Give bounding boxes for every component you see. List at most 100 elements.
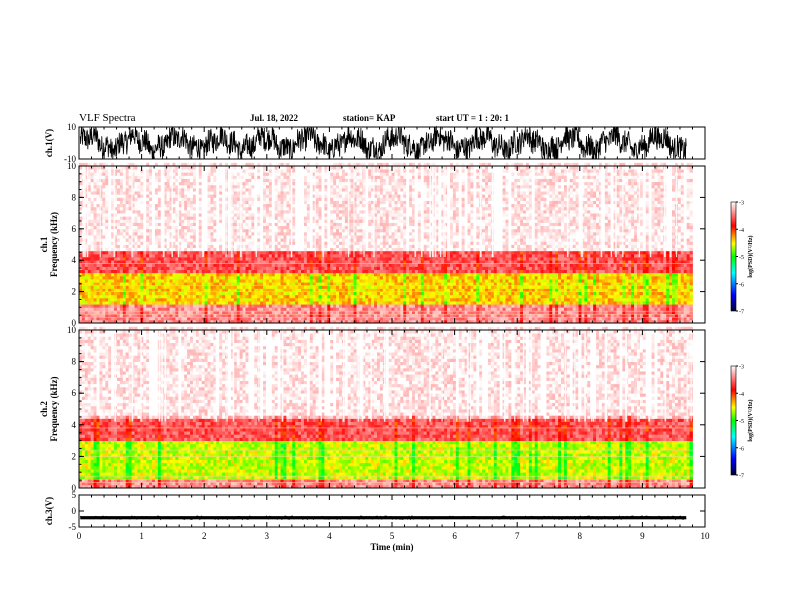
ch1-spectrogram-cell xyxy=(309,269,314,274)
ch1-spectrogram-cell xyxy=(125,297,130,302)
ch1-spectrogram-cell xyxy=(286,216,290,220)
ch1-spectrogram-cell xyxy=(122,175,127,179)
ch1-spectrogram-cell xyxy=(333,197,337,201)
ch1-spectrogram-cell xyxy=(309,291,314,296)
ch1-spectrogram-cell xyxy=(192,294,197,299)
ch1-spectrogram-cell xyxy=(225,231,229,236)
ch1-spectrogram-cell xyxy=(315,219,319,223)
ch1-spectrogram-cell xyxy=(134,275,138,280)
ch1-spectrogram-cell xyxy=(93,282,97,286)
ch1-spectrogram-cell xyxy=(190,288,194,292)
ch1-spectrogram-cell xyxy=(309,313,314,318)
ch1-spectrogram-cell xyxy=(152,194,156,198)
ch1-spectrogram-cell xyxy=(192,288,197,292)
ch1-spectrogram-cell xyxy=(114,178,118,183)
ch1-spectrogram-cell xyxy=(169,297,173,302)
ch1-spectrogram-cell xyxy=(236,301,241,305)
ch1-spectrogram-cell xyxy=(207,184,211,189)
ch1-spectrogram-cell xyxy=(198,222,203,227)
ch1-spectrogram-cell xyxy=(204,175,208,179)
ch1-spectrogram-cell xyxy=(315,279,319,283)
ch1-spectrogram-cell xyxy=(265,206,270,211)
ch1-spectrogram-cell xyxy=(84,316,89,321)
ch1-spectrogram-cell xyxy=(260,288,264,292)
ch1-spectrogram-cell xyxy=(125,172,130,176)
ch1-spectrogram-cell xyxy=(286,191,290,195)
ch1-spectrogram-cell xyxy=(178,297,182,302)
ch1-spectrogram-cell xyxy=(242,310,246,314)
ch1-spectrogram-cell xyxy=(207,197,211,201)
ch1-spectrogram-cell xyxy=(204,313,208,318)
ch1-spectrogram-cell xyxy=(257,184,261,189)
ch1-spectrogram-cell xyxy=(157,297,162,302)
ch1-spectrogram-cell xyxy=(93,225,97,230)
ch1-spectrogram-cell xyxy=(84,275,89,280)
ch1-spectrogram-cell xyxy=(289,291,293,296)
ch1-spectrogram-cell xyxy=(204,266,208,271)
ch1-spectrogram-cell xyxy=(356,222,360,227)
ch1-spectrogram-cell xyxy=(192,304,197,308)
ch1-spectrogram-cell xyxy=(219,241,223,245)
ch1-spectrogram-cell xyxy=(146,197,150,201)
ch1-spectrogram-cell xyxy=(134,175,138,179)
ch1-spectrogram-cell xyxy=(260,257,264,261)
ch1-spectrogram-cell xyxy=(339,228,343,233)
ch1-spectrogram-cell xyxy=(198,269,203,274)
ch1-spectrogram-cell xyxy=(251,225,255,230)
ch1-spectrogram-cell xyxy=(190,279,194,283)
ch1-spectrogram-cell xyxy=(157,288,162,292)
ch1-spectrogram-cell xyxy=(315,266,319,271)
ch1-spectrogram-cell xyxy=(131,231,135,236)
ch1-spectrogram-cell xyxy=(169,166,173,170)
ch1-spectrogram-cell xyxy=(242,169,246,173)
ch1-spectrogram-cell xyxy=(298,285,302,289)
ch1-spectrogram-cell xyxy=(312,257,317,261)
ch1-spectrogram-cell xyxy=(339,187,343,192)
ch1-spectrogram-cell xyxy=(324,178,328,183)
ch1-spectrogram-cell xyxy=(309,272,314,277)
ch1-spectrogram-cell xyxy=(280,231,284,236)
ch1-spectrogram-cell xyxy=(303,297,308,302)
ch1-spectrogram-cell xyxy=(292,272,296,277)
ch1-spectrogram-cell xyxy=(137,260,141,264)
ch1-spectrogram-cell xyxy=(344,197,349,201)
ch1-spectrogram-cell xyxy=(187,241,191,245)
ch1-spectrogram-cell xyxy=(333,166,337,170)
ch1-spectrogram-cell xyxy=(163,169,168,173)
ch1-spectrogram-cell xyxy=(192,169,197,173)
ch1-spectrogram-cell xyxy=(175,282,179,286)
ch1-spectrogram-cell xyxy=(251,285,255,289)
ch1-spectrogram-cell xyxy=(301,260,305,264)
ch1-spectrogram-cell xyxy=(301,225,305,230)
ch1-spectrogram-cell xyxy=(271,231,276,236)
ch1-spectrogram-cell xyxy=(99,162,103,167)
ch1-spectrogram-cell xyxy=(347,181,352,186)
ch1-spectrogram-cell xyxy=(362,279,366,283)
ch1-spectrogram-cell xyxy=(298,213,302,217)
ch1-spectrogram-cell xyxy=(105,235,109,239)
ch1-spectrogram-cell xyxy=(359,241,363,245)
ch1-spectrogram-cell xyxy=(175,253,179,258)
ch1-spectrogram-cell xyxy=(219,257,223,261)
ch1-spectrogram-cell xyxy=(207,263,211,267)
ch1-spectrogram-cell xyxy=(210,178,214,183)
ch1-spectrogram-cell xyxy=(143,206,147,211)
ch1-spectrogram-cell xyxy=(347,241,352,245)
ch1-spectrogram-cell xyxy=(154,219,159,223)
ch1-spectrogram-cell xyxy=(99,310,103,314)
ch1-spectrogram-cell xyxy=(295,319,299,324)
ch1-spectrogram-cell xyxy=(245,187,249,192)
ch1-spectrogram-cell xyxy=(114,260,118,264)
ch1-spectrogram-cell xyxy=(154,197,159,201)
ch1-spectrogram-cell xyxy=(178,269,182,274)
ch1-spectrogram-cell xyxy=(318,285,322,289)
ch1-spectrogram-cell xyxy=(330,178,334,183)
ch1-spectrogram-cell xyxy=(236,275,241,280)
ch1-spectrogram-cell xyxy=(210,187,214,192)
ch1-spectrogram-cell xyxy=(116,269,121,274)
ch1-spectrogram-cell xyxy=(248,191,252,195)
ch1-spectrogram-cell xyxy=(116,162,121,167)
ch1-spectrogram-cell xyxy=(286,244,290,249)
ch1-spectrogram-cell xyxy=(111,282,115,286)
ch1-spectrogram-cell xyxy=(263,282,267,286)
